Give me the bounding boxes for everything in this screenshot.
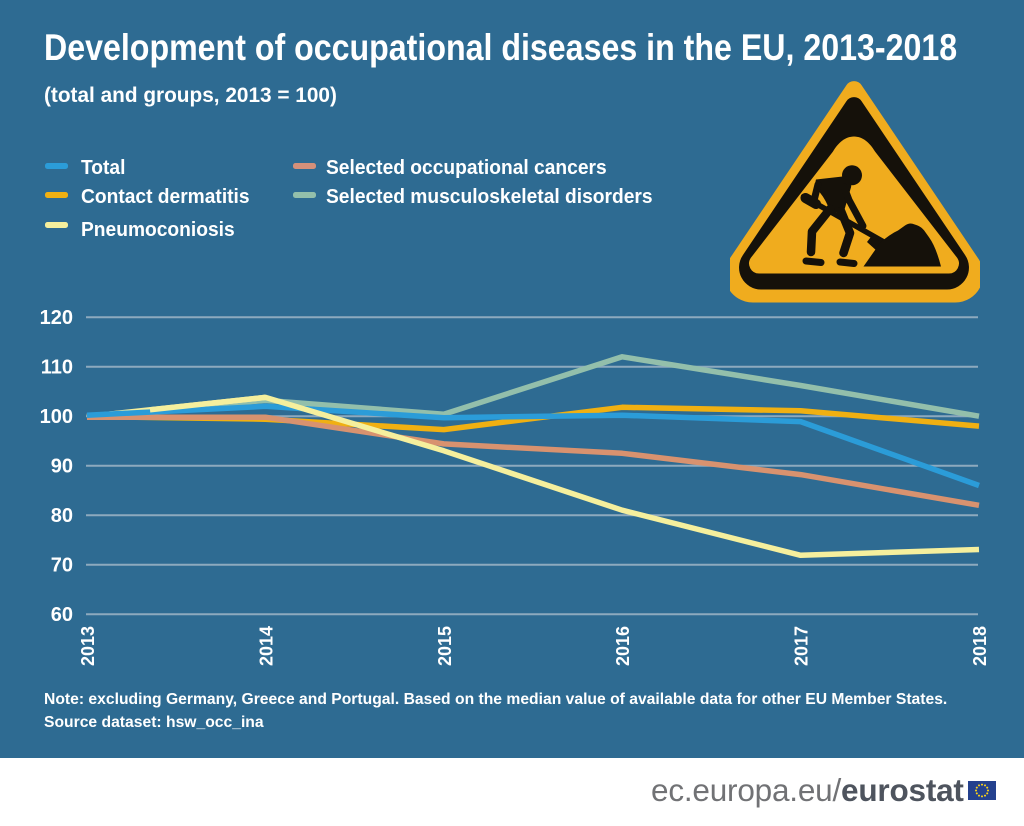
svg-text:100: 100 xyxy=(40,406,73,428)
svg-text:2013: 2013 xyxy=(78,626,98,666)
svg-text:80: 80 xyxy=(51,505,73,527)
svg-text:2016: 2016 xyxy=(613,626,633,666)
svg-text:2018: 2018 xyxy=(970,626,990,666)
svg-text:120: 120 xyxy=(40,307,73,329)
svg-text:60: 60 xyxy=(51,604,73,626)
svg-text:110: 110 xyxy=(41,356,73,378)
svg-text:2015: 2015 xyxy=(435,626,455,666)
svg-text:2014: 2014 xyxy=(256,626,276,666)
svg-text:90: 90 xyxy=(51,455,73,477)
svg-text:70: 70 xyxy=(51,554,73,576)
svg-text:2017: 2017 xyxy=(792,626,812,666)
